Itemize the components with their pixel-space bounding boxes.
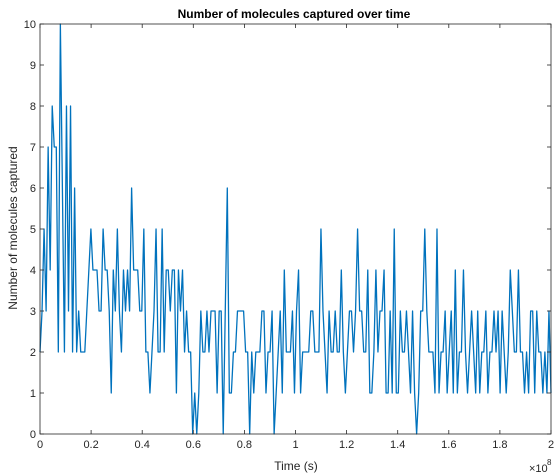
x-tick-label: 1.4 <box>390 439 405 451</box>
plot-area: 0 0.2 0.4 0.6 0.8 1 1.2 1.4 1.6 1.8 2 0 1 2 3 4 5 6 7 8 9 10 <box>24 19 554 451</box>
y-tick-label: 2 <box>30 347 36 359</box>
y-axis-title: Number of molecules captured <box>6 146 20 309</box>
x-tick-label: 0.2 <box>83 439 98 451</box>
y-tick-label: 8 <box>30 101 36 113</box>
x-axis-title: Time (s) <box>274 459 318 473</box>
x-tick-label: 0.6 <box>186 439 201 451</box>
chart-title: Number of molecules captured over time <box>178 7 411 21</box>
x-tick-label: 1.8 <box>492 439 507 451</box>
x-axis-multiplier: ×10 8 <box>529 458 552 475</box>
x-tick-label: 2 <box>548 439 554 451</box>
y-tick-label: 4 <box>30 265 36 277</box>
series-line-0 <box>39 23 552 435</box>
x-tick-label: 1.6 <box>441 439 456 451</box>
x-tick-label: 1.2 <box>339 439 354 451</box>
y-tick-label: 1 <box>30 388 36 400</box>
y-tick-label: 7 <box>30 142 36 154</box>
x-tick-label: 0 <box>37 439 43 451</box>
y-tick-label: 9 <box>30 60 36 72</box>
x-multiplier-base: ×10 <box>529 463 548 475</box>
x-tick-label: 1 <box>292 439 298 451</box>
y-tick-label: 10 <box>24 19 36 31</box>
y-tick-label: 3 <box>30 306 36 318</box>
x-multiplier-exponent: 8 <box>547 458 552 467</box>
x-tick-label: 0.8 <box>237 439 252 451</box>
y-tick-label: 0 <box>30 429 36 441</box>
y-tick-label: 5 <box>30 224 36 236</box>
x-tick-label: 0.4 <box>135 439 150 451</box>
y-tick-label: 6 <box>30 183 36 195</box>
